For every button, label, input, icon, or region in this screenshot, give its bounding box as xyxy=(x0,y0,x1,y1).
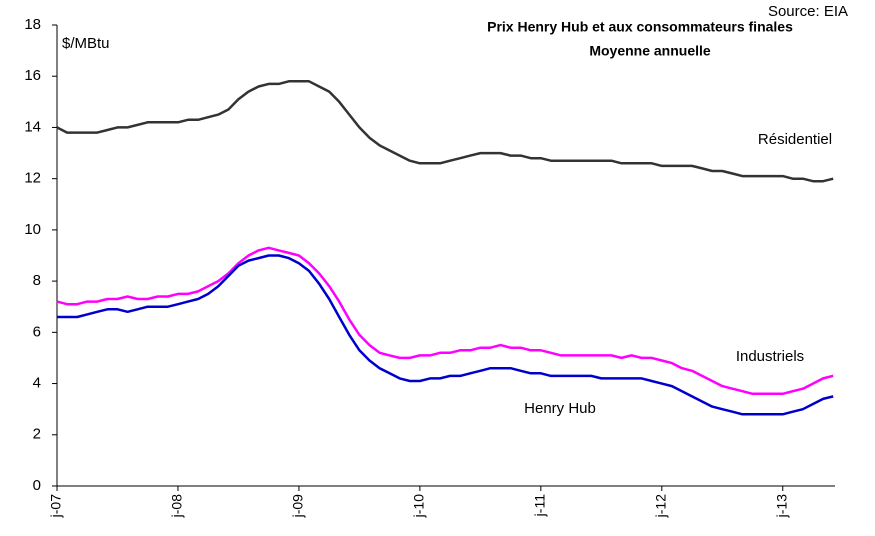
series-line xyxy=(56,80,834,183)
y-tick-label: 2 xyxy=(33,426,41,443)
y-tick-label: 10 xyxy=(24,221,41,238)
series-label: Industriels xyxy=(736,348,804,365)
y-tick-label: 14 xyxy=(24,118,41,135)
y-tick-label: 8 xyxy=(33,272,41,289)
y-tick-label: 0 xyxy=(33,477,41,494)
y-tick-label: 18 xyxy=(24,16,41,33)
chart-subtitle: Moyenne annuelle xyxy=(589,43,711,59)
x-tick-label: j-09 xyxy=(290,494,306,519)
series-label: Henry Hub xyxy=(524,400,596,417)
x-tick-label: j-07 xyxy=(48,494,64,519)
chart-title: Prix Henry Hub et aux consommateurs fina… xyxy=(487,19,793,35)
x-tick-label: j-13 xyxy=(773,494,789,519)
x-tick-label: j-08 xyxy=(169,494,185,519)
y-tick-label: 4 xyxy=(33,375,41,392)
series-line xyxy=(57,254,834,416)
y-axis-label: $/MBtu xyxy=(62,35,110,52)
x-tick-label: j-12 xyxy=(653,494,669,519)
x-tick-label: j-10 xyxy=(411,494,427,519)
y-tick-label: 16 xyxy=(24,67,41,84)
y-tick-label: 6 xyxy=(33,323,41,340)
source-note: Source: EIA xyxy=(768,3,848,20)
x-tick-label: j-11 xyxy=(532,494,548,518)
y-tick-label: 12 xyxy=(24,170,41,187)
series-label: Résidentiel xyxy=(758,131,832,148)
series-line xyxy=(56,246,834,396)
